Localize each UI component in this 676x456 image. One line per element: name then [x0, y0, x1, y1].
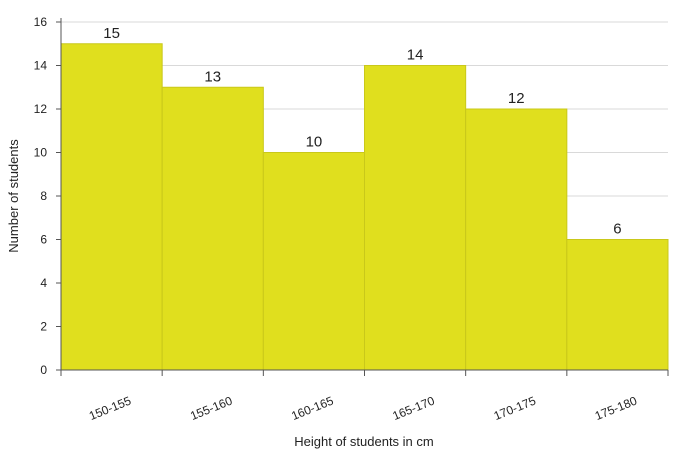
bar	[161, 86, 264, 371]
y-tick-label: 4	[40, 276, 47, 290]
y-tick-labels: 0 2 4 6 8 10 12 14 16	[34, 15, 61, 377]
y-tick-label: 14	[34, 59, 48, 73]
y-tick-label: 8	[40, 189, 47, 203]
x-tick-label: 160-165	[289, 393, 335, 423]
x-axis-title: Height of students in cm	[294, 434, 433, 449]
bar	[364, 65, 467, 371]
bar	[465, 108, 568, 371]
y-tick-label: 16	[34, 15, 48, 29]
data-label: 14	[407, 47, 424, 64]
y-tick-label: 10	[34, 146, 48, 160]
y-tick-label: 2	[40, 320, 47, 334]
x-tick-label: 150-155	[87, 393, 133, 423]
x-tick-label: 170-175	[492, 393, 538, 423]
bars	[60, 43, 669, 371]
y-axis-title: Number of students	[6, 139, 21, 253]
y-tick-label: 6	[40, 233, 47, 247]
x-tick-label: 165-170	[391, 393, 437, 423]
bar	[566, 239, 669, 371]
x-tick-label: 155-160	[188, 393, 234, 423]
data-label: 6	[613, 221, 621, 238]
y-tick-label: 0	[40, 363, 47, 377]
x-tick-label: 175-180	[593, 393, 639, 423]
data-label: 12	[508, 90, 525, 107]
data-label: 15	[103, 25, 120, 42]
x-tick-labels: 150-155 155-160 160-165 165-170 170-175 175-1…	[60, 370, 669, 423]
bar	[262, 152, 366, 371]
data-label: 13	[204, 68, 221, 85]
bar	[60, 43, 163, 371]
data-label: 10	[306, 134, 323, 151]
data-labels: 15 13 10 14 12 6	[103, 25, 621, 238]
y-tick-label: 12	[34, 102, 48, 116]
